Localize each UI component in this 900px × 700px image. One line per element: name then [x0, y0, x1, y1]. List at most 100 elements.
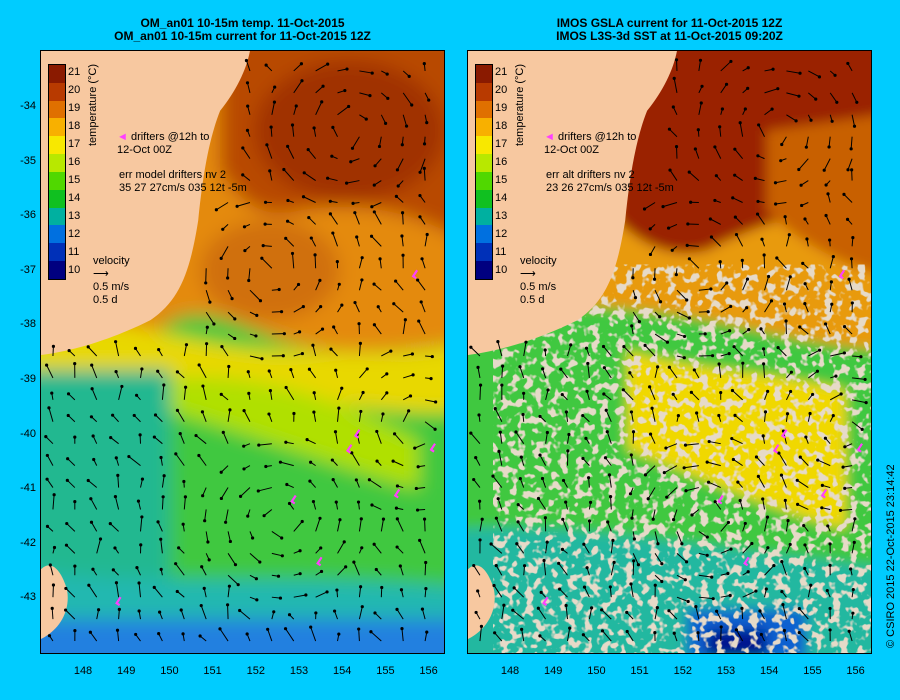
right-map-panel[interactable]: 21 20 19 18 17 16 15 14 13 12 11 10 temperature (°C… — [467, 50, 872, 654]
current-vector — [240, 487, 251, 497]
current-vector-head — [706, 310, 710, 314]
current-vector-head — [835, 100, 839, 104]
colorbar-segment — [49, 225, 65, 244]
current-vector-head — [680, 542, 684, 546]
current-vector — [183, 344, 187, 357]
current-vector — [516, 543, 525, 554]
current-vector-head — [200, 565, 204, 569]
current-vector-head — [667, 127, 672, 131]
current-vector — [565, 411, 569, 422]
current-vector — [201, 411, 207, 422]
current-vector-head — [658, 315, 662, 319]
current-vector-head — [622, 344, 626, 349]
current-vector-head — [864, 401, 868, 405]
current-vector-head — [311, 343, 315, 347]
current-vector — [373, 211, 382, 225]
current-vector — [424, 399, 436, 403]
current-vector — [358, 279, 363, 291]
current-vector-head — [370, 503, 374, 507]
current-vector-head — [820, 483, 824, 487]
current-vector-head — [779, 159, 783, 163]
current-vector — [732, 197, 743, 203]
current-vector-head — [755, 212, 760, 216]
right-current-vectors — [469, 58, 868, 642]
colorbar-segment — [476, 225, 492, 244]
current-vector-head — [246, 514, 250, 518]
current-vector-head — [788, 275, 792, 279]
current-vector-head — [849, 567, 853, 571]
current-vector-head — [342, 540, 346, 544]
current-vector — [381, 350, 392, 357]
current-vector — [776, 257, 787, 269]
current-vector-head — [260, 357, 264, 361]
current-vector — [195, 435, 207, 445]
current-vector — [844, 326, 853, 335]
current-vector-head — [280, 536, 284, 540]
current-vector-head — [399, 588, 404, 592]
current-vector-head — [385, 72, 389, 76]
current-vector-head — [90, 363, 94, 367]
current-vector-head — [373, 164, 377, 168]
current-vector-head — [787, 233, 791, 237]
current-vector — [829, 393, 842, 401]
y-axis-labels: -34 -35 -36 -37 -38 -39 -40 -41 -42 -43 — [0, 50, 40, 654]
current-vector-head — [750, 541, 754, 546]
current-vector-head — [228, 539, 232, 544]
current-vector-head — [586, 476, 591, 480]
current-vector-head — [709, 235, 714, 239]
x-axis-tick-label: 154 — [760, 665, 779, 677]
current-vector-head — [776, 87, 780, 91]
right-title: IMOS GSLA current for 11-Oct-2015 12Z IM… — [467, 17, 872, 43]
y-axis-tick-label: -35 — [20, 154, 36, 167]
current-vector-head — [368, 94, 372, 98]
current-vector-head — [569, 343, 573, 347]
current-vector — [519, 366, 525, 379]
current-vector-head — [238, 608, 242, 613]
current-vector — [650, 433, 656, 444]
current-vector-head — [162, 383, 166, 387]
colorbar-tick-label: 11 — [495, 246, 507, 258]
current-vector-head — [395, 607, 399, 611]
current-vector — [227, 574, 239, 586]
current-vector — [402, 114, 408, 127]
current-vector — [371, 504, 382, 510]
current-vector — [588, 477, 590, 488]
current-vector-head — [538, 634, 542, 638]
current-vector-head — [743, 521, 747, 526]
colorbar-segment — [49, 189, 65, 208]
current-vector-head — [73, 564, 77, 568]
current-vector — [200, 605, 207, 620]
right-err-line1: err alt drifters nv 2 — [546, 169, 635, 181]
colorbar-tick-label: 12 — [495, 228, 508, 240]
current-vector-head — [564, 603, 568, 608]
current-vector — [263, 509, 273, 517]
current-vector — [757, 476, 765, 488]
current-vector-head — [660, 579, 664, 584]
current-vector-head — [73, 435, 77, 439]
current-vector-head — [281, 354, 285, 358]
current-vector-head — [227, 364, 231, 369]
current-vector-head — [646, 497, 650, 501]
colorbar-segment — [476, 118, 492, 137]
current-vector-head — [584, 346, 589, 350]
current-vector-head — [330, 154, 334, 158]
current-vector-head — [747, 328, 751, 332]
current-vector-head — [156, 369, 160, 373]
current-vector-head — [334, 500, 338, 504]
current-vector-head — [369, 234, 374, 238]
current-vector — [287, 146, 295, 159]
left-map-panel[interactable]: 21 20 19 18 17 16 15 14 13 12 11 10 temperature (°C… — [40, 50, 445, 654]
current-vector — [337, 68, 348, 72]
current-vector-head — [685, 243, 689, 247]
current-vector-head — [496, 340, 500, 344]
current-vector — [380, 114, 387, 124]
current-vector — [177, 410, 185, 423]
current-vector-head — [331, 231, 335, 235]
current-vector-head — [286, 198, 290, 203]
current-vector — [668, 610, 678, 620]
current-vector — [245, 60, 251, 72]
current-vector — [307, 149, 317, 159]
y-axis-tick-label: -38 — [20, 318, 36, 331]
current-vector — [560, 368, 568, 379]
current-vector-head — [585, 566, 589, 570]
